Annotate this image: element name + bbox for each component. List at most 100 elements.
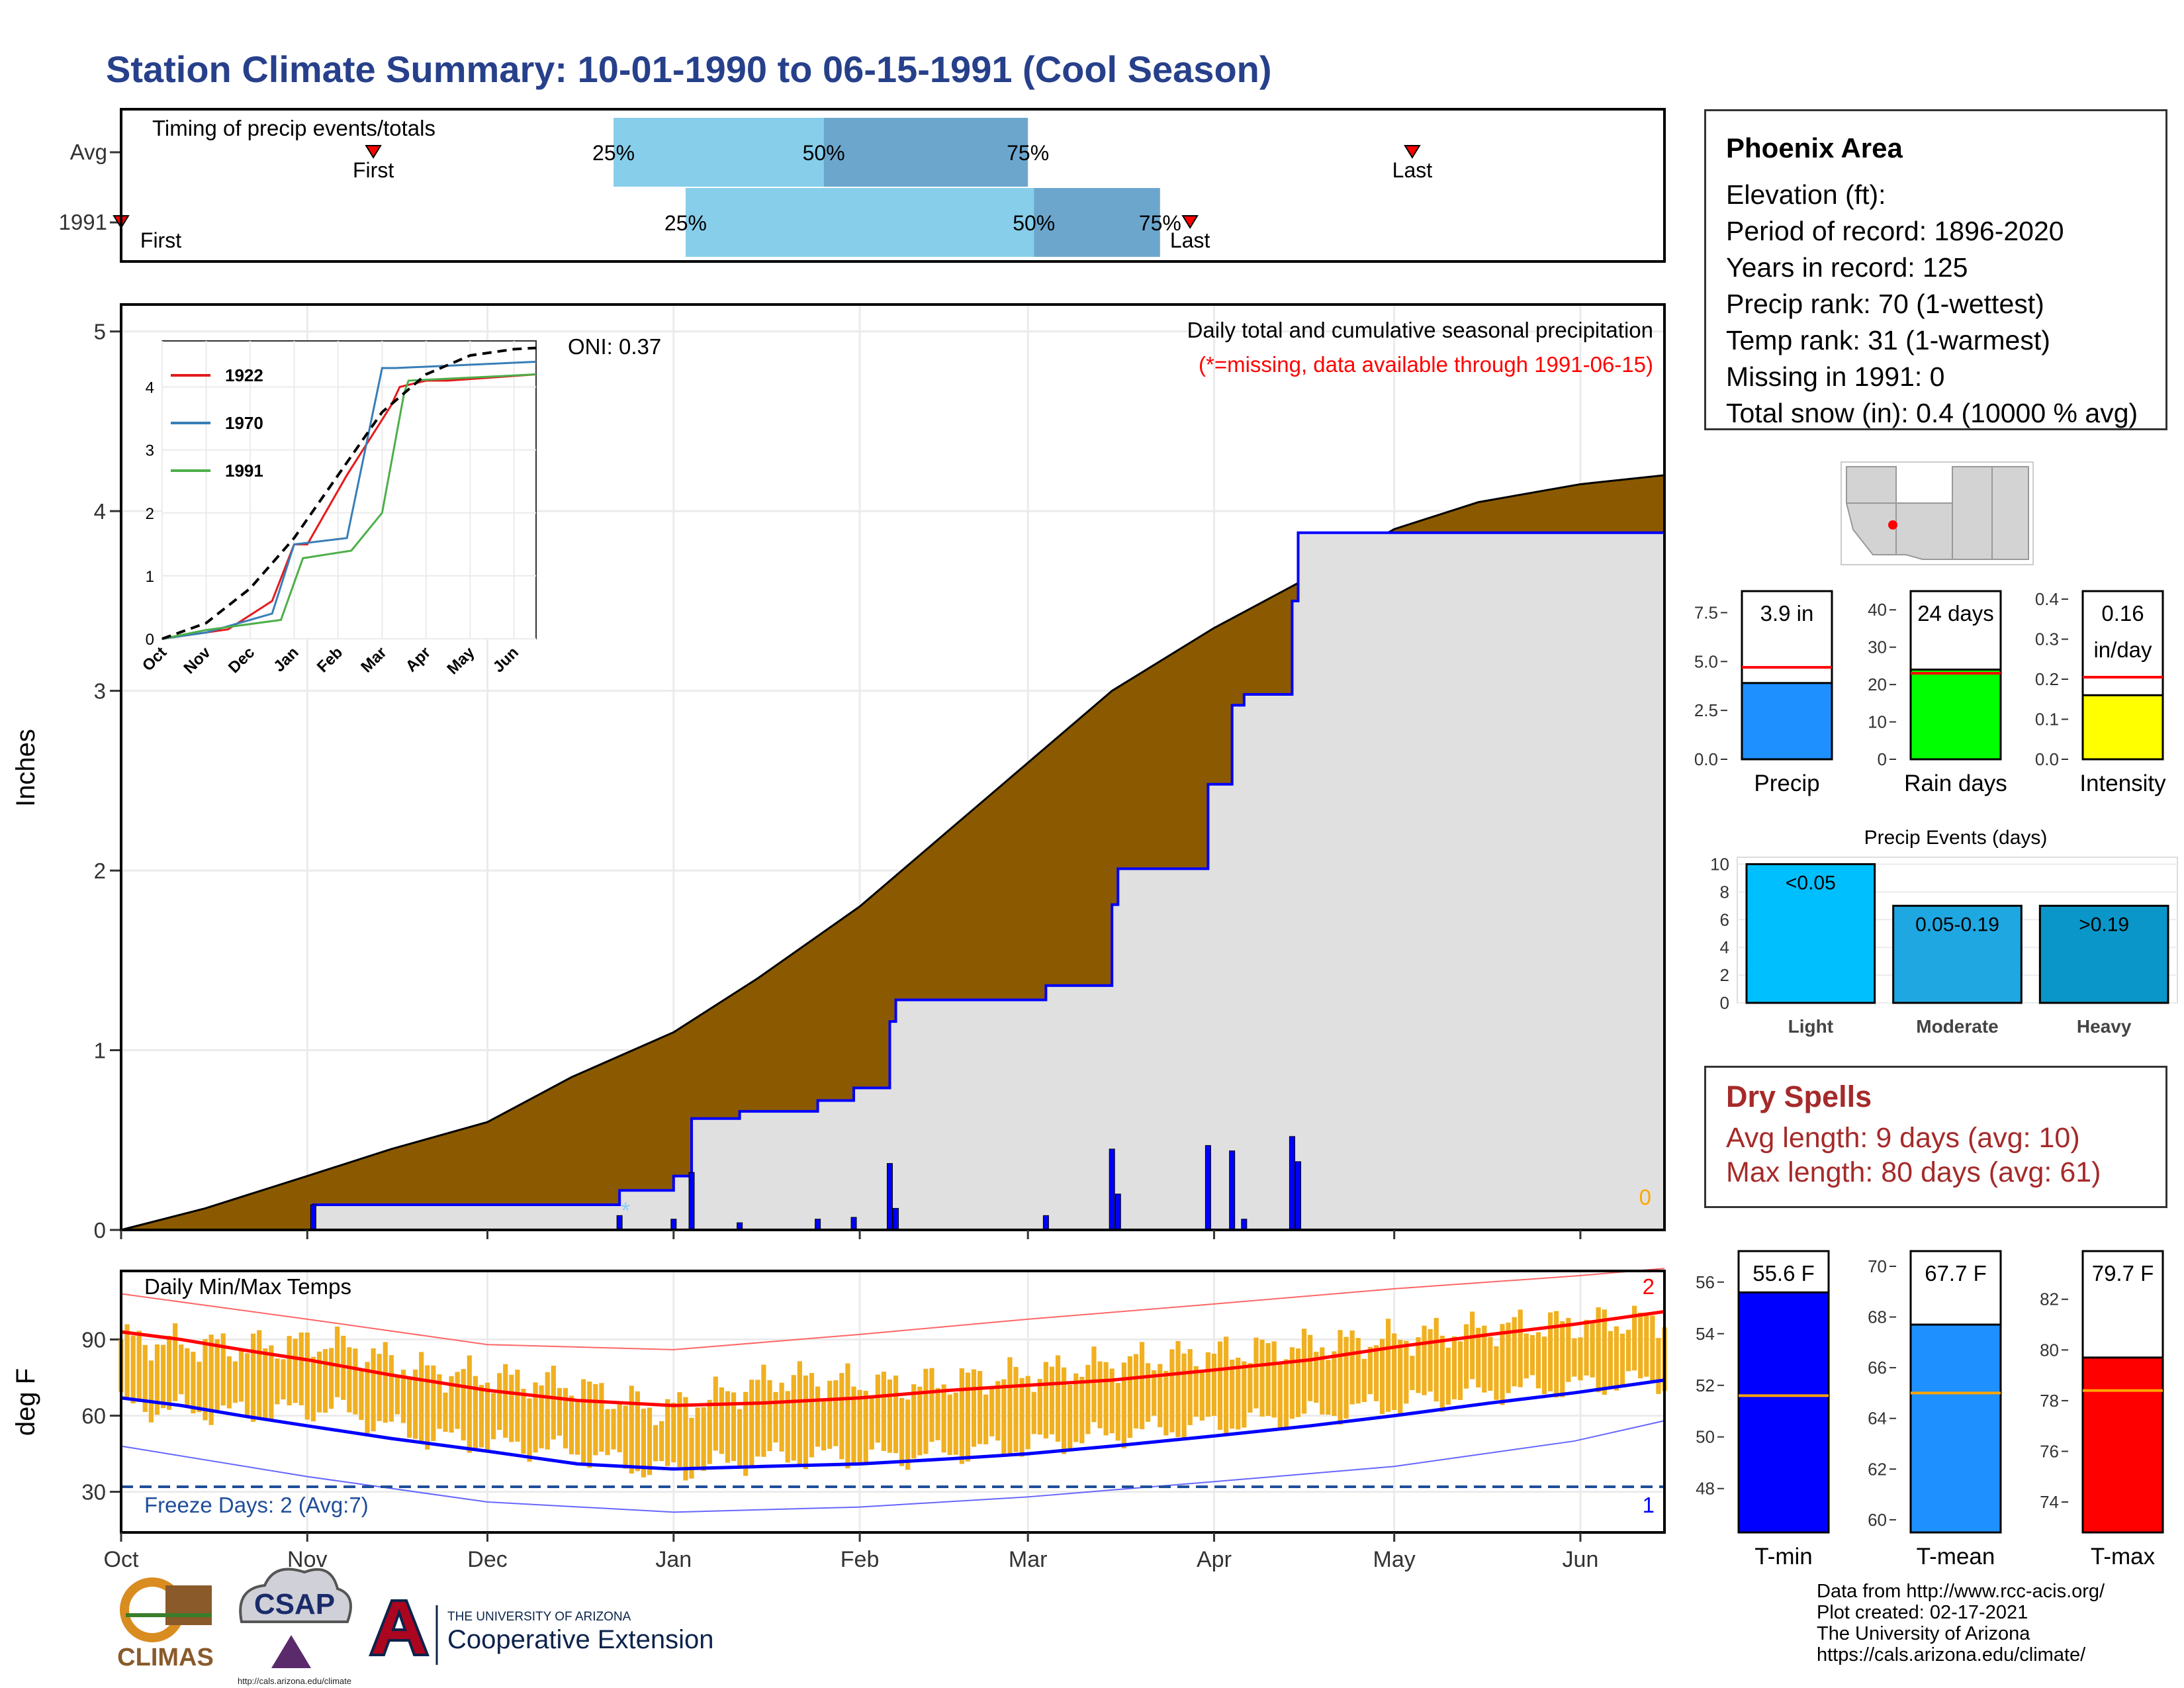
daily-temp-bar <box>521 1389 526 1454</box>
daily-temp-bar <box>1451 1336 1457 1399</box>
daily-temp-bar <box>1470 1311 1475 1380</box>
daily-temp-bar <box>797 1361 802 1464</box>
inset-series-line <box>161 373 537 640</box>
daily-precip-bar <box>688 1172 695 1231</box>
station-line-snow: Total snow (in): 0.4 (10000 % avg) <box>1726 398 2138 428</box>
daily-temp-bar <box>863 1390 868 1464</box>
summary-temp-y-tick-label: 52 <box>1696 1376 1715 1395</box>
daily-temp-bar <box>251 1333 256 1422</box>
daily-temp-bar <box>683 1397 688 1481</box>
daily-temp-bar <box>431 1365 436 1441</box>
ua-line1: THE UNIVERSITY OF ARIZONA <box>447 1610 631 1624</box>
precip-y-tick-label: 2 <box>94 859 106 883</box>
summary-precip-value-label: 3.9 in <box>1760 601 1814 626</box>
precip-events-bar <box>1892 904 2023 1004</box>
daily-temp-bar <box>1547 1312 1553 1391</box>
summary-temp-y-tick-label: 50 <box>1696 1427 1715 1447</box>
daily-temp-bar <box>238 1350 244 1402</box>
daily-temp-bar <box>377 1354 382 1421</box>
summary-precip-y-tick-label: 0.4 <box>2035 589 2059 609</box>
summary-precip-value-label: 0.16 <box>2101 601 2144 626</box>
daily-temp-bar <box>557 1387 562 1436</box>
daily-temp-bar <box>1062 1367 1067 1454</box>
inset-y-tick-label: 2 <box>146 505 154 523</box>
climas-logo: CLIMAS <box>117 1577 214 1671</box>
temps-frame <box>120 1270 1666 1534</box>
summary-precip-value-label: in/day <box>2093 637 2152 662</box>
daily-temp-bar <box>413 1369 418 1439</box>
summary-precip-y-tick-label: 0.1 <box>2035 710 2059 729</box>
daily-temp-bar <box>1049 1366 1055 1434</box>
daily-temp-bar <box>977 1371 983 1444</box>
daily-temp-bar <box>1398 1340 1403 1415</box>
daily-temp-bar <box>1109 1368 1115 1434</box>
record-max-line <box>120 1268 1665 1350</box>
inset-legend-label: 1991 <box>225 461 263 481</box>
daily-temp-bar <box>335 1326 340 1397</box>
station-line-elevation: Elevation (ft): <box>1726 179 1886 210</box>
x-axis-month-label: Nov <box>287 1547 327 1572</box>
daily-temp-bar <box>587 1382 592 1468</box>
daily-temp-bar <box>1404 1340 1409 1404</box>
daily-temp-bar <box>1385 1319 1391 1412</box>
daily-temp-bar <box>347 1347 352 1413</box>
daily-temp-bar <box>1416 1337 1421 1393</box>
daily-temp-bar <box>1529 1335 1535 1376</box>
daily-temp-bar <box>1217 1341 1223 1430</box>
record-low-count: 1 <box>1643 1493 1655 1517</box>
first-label: First <box>140 228 181 252</box>
daily-temp-bar <box>1590 1322 1595 1378</box>
inset-legend-label: 1922 <box>225 365 263 385</box>
daily-temp-bar <box>269 1345 274 1420</box>
daily-temp-bar <box>1308 1335 1313 1401</box>
daily-temp-bar <box>365 1362 370 1434</box>
daily-temp-bar <box>1560 1321 1565 1397</box>
daily-temp-bar <box>287 1336 292 1406</box>
summary-precip-bar <box>1741 682 1833 761</box>
temps-title: Daily Min/Max Temps <box>144 1274 351 1299</box>
daily-temp-bar <box>1572 1338 1577 1377</box>
daily-temp-bar <box>263 1348 268 1421</box>
missing-count: 0 <box>1639 1185 1651 1209</box>
daily-temp-bar <box>443 1392 448 1432</box>
temps-panel: 30 60 90 Freeze Days: 2 (Avg:7) Daily Min/Ma… <box>11 1268 1667 1572</box>
daily-temp-bar <box>371 1348 376 1432</box>
daily-temp-bar <box>1068 1384 1073 1450</box>
summary-precip-category-label: Rain days <box>1904 771 2007 796</box>
precip-subtitle: (*=missing, data available through 1991-… <box>1199 352 1653 377</box>
daily-temp-bar <box>1283 1359 1289 1430</box>
daily-temp-bar <box>1392 1333 1397 1411</box>
daily-temp-bar <box>773 1391 778 1443</box>
daily-temp-bar <box>383 1342 388 1423</box>
daily-temp-bar <box>154 1344 160 1415</box>
summary-temp-y-tick-label: 48 <box>1696 1479 1715 1499</box>
daily-temp-bar <box>275 1358 280 1405</box>
daily-temp-bar <box>857 1389 862 1463</box>
precip-title: Daily total and cumulative seasonal prec… <box>1187 318 1653 342</box>
timing-bar-25-50 <box>685 188 1034 257</box>
daily-temp-bar <box>1566 1317 1571 1382</box>
timing-row-label: 1991 <box>59 210 107 234</box>
daily-temp-bar <box>467 1355 472 1453</box>
station-line-precip-rank: Precip rank: 70 (1-wettest) <box>1726 289 2044 319</box>
location-map <box>1841 461 2034 565</box>
daily-temp-bar <box>677 1392 682 1467</box>
precip-y-tick-label: 5 <box>94 320 106 344</box>
last-label: Last <box>1170 228 1210 252</box>
daily-temp-bar <box>653 1425 659 1462</box>
credit-line: The University of Arizona <box>1817 1623 2030 1644</box>
daily-temp-bar <box>484 1382 490 1450</box>
precip-events-category: Heavy <box>2077 1016 2132 1037</box>
summary-precip-value-label: 24 days <box>1917 601 1994 626</box>
daily-temp-bar <box>983 1394 989 1444</box>
record-high-count: 2 <box>1643 1274 1655 1299</box>
daily-temp-bar <box>1644 1312 1649 1377</box>
credit-line: Data from http://www.rcc-acis.org/ <box>1817 1581 2105 1602</box>
daily-temp-bar <box>941 1384 946 1453</box>
daily-precip-bar <box>1295 1161 1301 1231</box>
daily-temp-bar <box>575 1402 580 1455</box>
summary-temp-y-tick-label: 70 <box>1868 1256 1887 1276</box>
daily-precip-bar <box>1109 1149 1115 1231</box>
precip-events-y-tick-label: 0 <box>1720 993 1729 1013</box>
daily-temp-bar <box>179 1344 184 1395</box>
